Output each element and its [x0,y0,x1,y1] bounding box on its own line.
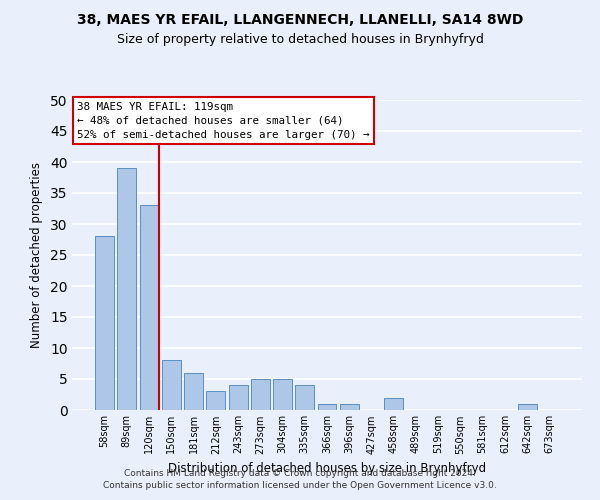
Bar [295,385,314,410]
Text: 38 MAES YR EFAIL: 119sqm
← 48% of detached houses are smaller (64)
52% of semi-d: 38 MAES YR EFAIL: 119sqm ← 48% of detach… [77,102,370,140]
Bar [95,236,114,410]
Bar [518,404,536,410]
X-axis label: Distribution of detached houses by size in Brynhyfryd: Distribution of detached houses by size … [168,462,486,475]
Bar [229,385,248,410]
Bar [162,360,181,410]
Bar [340,404,359,410]
Bar [251,379,270,410]
Y-axis label: Number of detached properties: Number of detached properties [30,162,43,348]
Text: Contains HM Land Registry data © Crown copyright and database right 2024.: Contains HM Land Registry data © Crown c… [124,468,476,477]
Text: Size of property relative to detached houses in Brynhyfryd: Size of property relative to detached ho… [116,32,484,46]
Bar [206,392,225,410]
Bar [140,206,158,410]
Bar [118,168,136,410]
Text: 38, MAES YR EFAIL, LLANGENNECH, LLANELLI, SA14 8WD: 38, MAES YR EFAIL, LLANGENNECH, LLANELLI… [77,12,523,26]
Bar [273,379,292,410]
Bar [317,404,337,410]
Text: Contains public sector information licensed under the Open Government Licence v3: Contains public sector information licen… [103,481,497,490]
Bar [184,373,203,410]
Bar [384,398,403,410]
